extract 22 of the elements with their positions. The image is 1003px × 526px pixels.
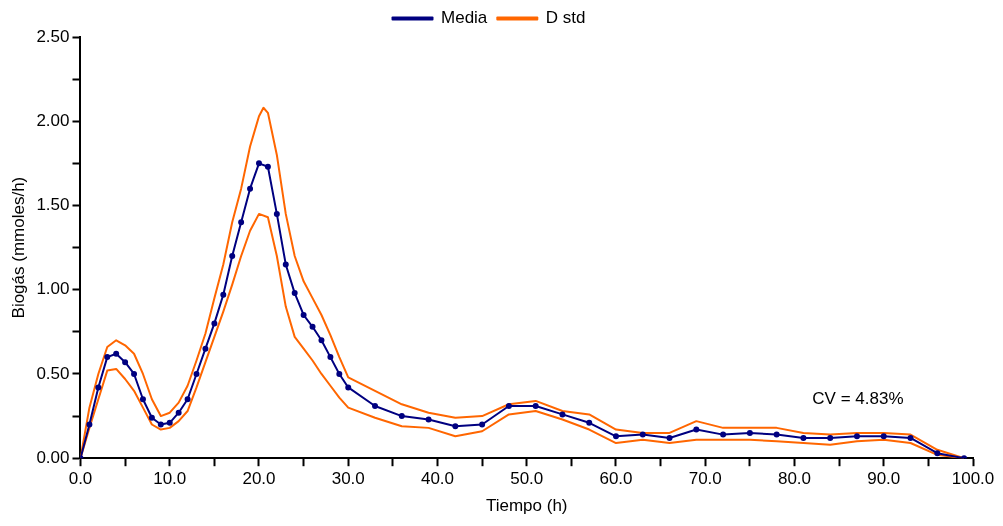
- x-tick-label: 90.0: [867, 469, 901, 489]
- x-tick-label: 70.0: [688, 469, 722, 489]
- x-tick-label: 60.0: [599, 469, 633, 489]
- y-tick-label: 1.50: [36, 195, 70, 215]
- x-tick-label: 50.0: [510, 469, 544, 489]
- legend-label: Media: [441, 8, 488, 28]
- x-tick-label: 30.0: [331, 469, 365, 489]
- x-tick-label: 0.0: [68, 469, 93, 489]
- x-tick-label: 40.0: [420, 469, 455, 489]
- y-axis-title: Biogás (mmoles/h): [8, 176, 28, 319]
- annotation: CV = 4.83%: [812, 388, 904, 408]
- x-tick-label: 10.0: [153, 469, 187, 489]
- legend-label: D std: [545, 8, 586, 28]
- x-tick-label: 100.0: [951, 469, 995, 489]
- y-tick-label: 1.00: [36, 279, 70, 299]
- y-tick-label: 0.00: [36, 447, 70, 467]
- x-tick-label: 20.0: [242, 469, 276, 489]
- x-axis-title: Tiempo (h): [485, 496, 568, 516]
- y-tick-label: 2.50: [36, 26, 70, 46]
- y-tick-label: 2.00: [36, 110, 70, 130]
- x-tick-label: 80.0: [777, 469, 812, 489]
- y-tick-label: 0.50: [36, 363, 70, 383]
